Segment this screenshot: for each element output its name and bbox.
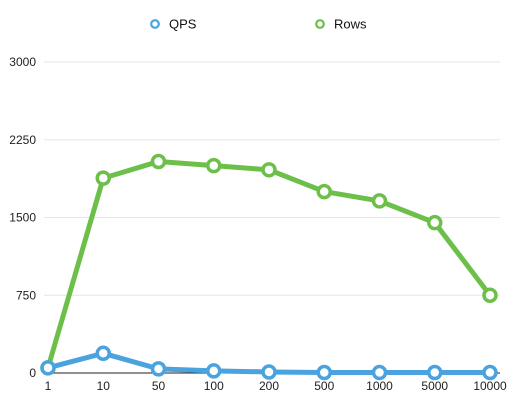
y-axis: 0 750 1500 2250 3000	[9, 55, 36, 380]
data-point-rows	[371, 193, 388, 209]
data-point-rows	[427, 214, 443, 231]
legend-label-rows: Rows	[334, 17, 367, 32]
legend-marker-qps	[150, 19, 160, 29]
x-tick-label: 5000	[421, 379, 448, 393]
grid	[44, 61, 500, 296]
y-tick-label: 2250	[9, 133, 36, 147]
series-line-rows	[45, 159, 493, 371]
x-tick-label: 10	[97, 379, 111, 393]
x-tick-label: 100	[204, 379, 224, 393]
y-tick-label: 1500	[9, 211, 36, 225]
data-point-qps	[95, 345, 111, 362]
data-point-qps	[316, 364, 332, 381]
data-point-rows	[482, 287, 498, 303]
data-point-qps	[40, 360, 56, 376]
data-point-qps	[482, 364, 498, 381]
legend: QPS Rows	[150, 17, 367, 32]
data-point-qps	[206, 363, 222, 379]
data-point-rows	[150, 153, 167, 170]
x-tick-label: 10000	[473, 379, 507, 393]
x-tick-label: 1	[45, 379, 52, 393]
y-tick-label: 3000	[9, 55, 36, 69]
data-point-qps	[427, 364, 443, 381]
data-point-rows	[261, 162, 277, 178]
data-point-rows	[316, 183, 332, 200]
series-layer	[40, 153, 498, 381]
data-point-qps	[261, 364, 277, 380]
x-tick-label: 50	[152, 379, 166, 393]
y-tick-label: 750	[16, 288, 36, 302]
data-point-qps	[150, 361, 167, 377]
x-tick-label: 1000	[366, 379, 393, 393]
y-tick-label: 0	[29, 366, 36, 380]
x-tick-label: 200	[259, 379, 279, 393]
data-point-rows	[95, 170, 111, 186]
data-point-rows	[206, 157, 222, 174]
x-tick-label: 500	[314, 379, 334, 393]
legend-marker-rows	[315, 19, 325, 29]
data-point-qps	[371, 364, 388, 381]
legend-label-qps: QPS	[169, 17, 197, 32]
